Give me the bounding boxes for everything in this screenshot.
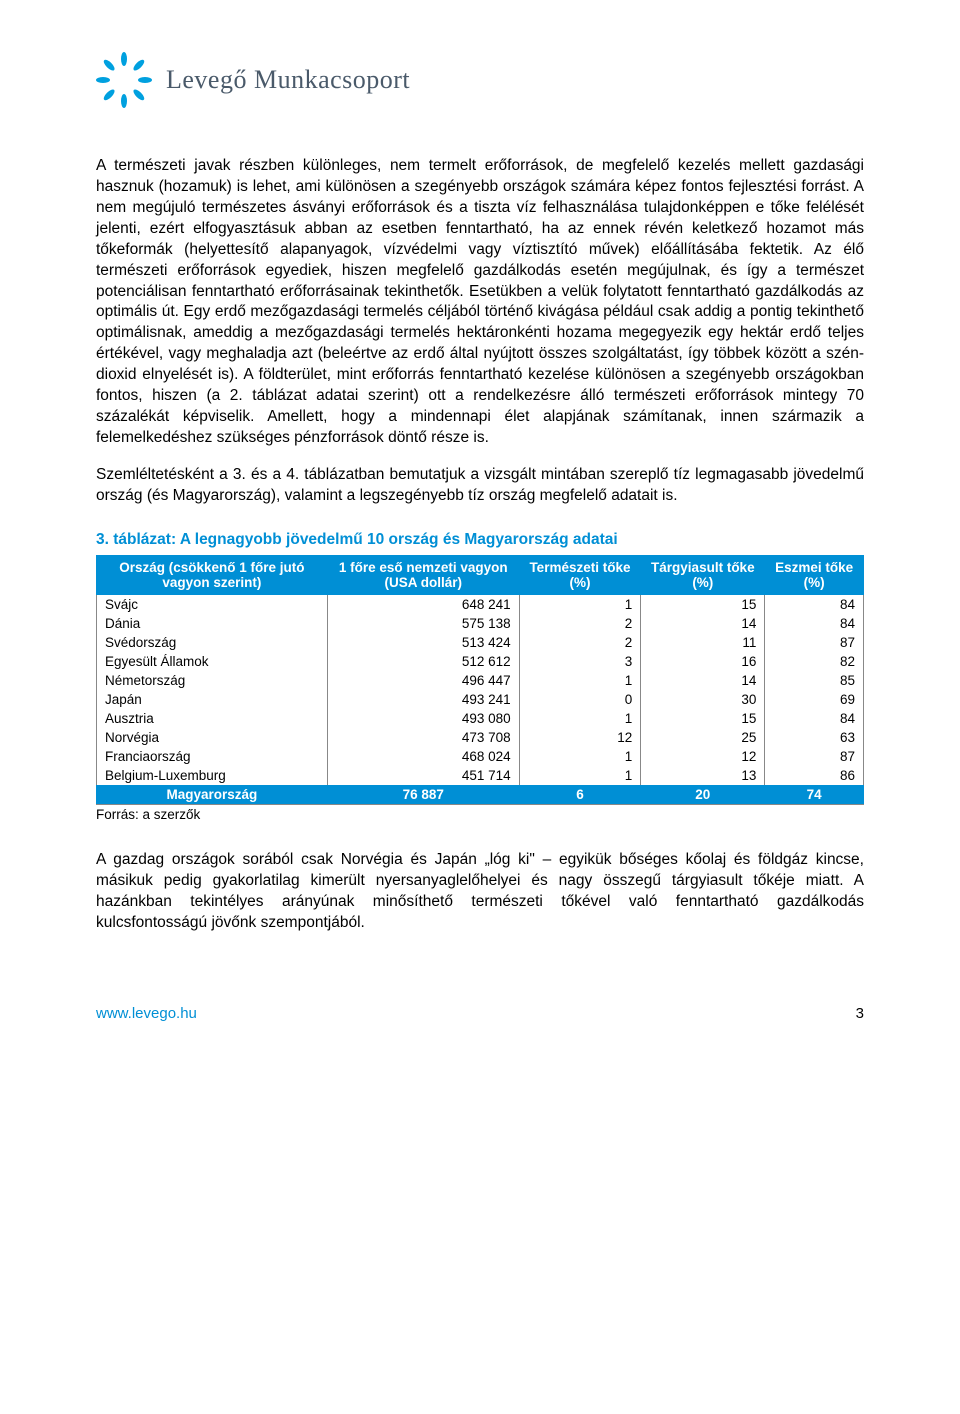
cell-country: Belgium-Luxemburg — [97, 766, 328, 785]
cell-natural: 6 — [519, 785, 641, 805]
table-row: Japán493 24103069 — [97, 690, 864, 709]
logo-icon — [96, 52, 152, 108]
table-row: Norvégia473 708122563 — [97, 728, 864, 747]
table-title: 3. táblázat: A legnagyobb jövedelmű 10 o… — [96, 531, 864, 549]
cell-wealth: 493 241 — [327, 690, 519, 709]
cell-wealth: 496 447 — [327, 671, 519, 690]
cell-intangible: 84 — [765, 614, 864, 633]
cell-produced: 25 — [641, 728, 765, 747]
col-natural: Természeti tőke (%) — [519, 555, 641, 594]
cell-intangible: 85 — [765, 671, 864, 690]
table-row-highlight: Magyarország76 88762074 — [97, 785, 864, 805]
cell-natural: 0 — [519, 690, 641, 709]
cell-country: Egyesült Államok — [97, 652, 328, 671]
cell-intangible: 87 — [765, 633, 864, 652]
cell-produced: 15 — [641, 709, 765, 728]
cell-intangible: 74 — [765, 785, 864, 805]
cell-country: Svájc — [97, 594, 328, 614]
cell-produced: 15 — [641, 594, 765, 614]
paragraph-1: A természeti javak részben különleges, n… — [96, 156, 864, 449]
paragraph-2: Szemléltetésként a 3. és a 4. táblázatba… — [96, 465, 864, 507]
col-intangible: Eszmei tőke (%) — [765, 555, 864, 594]
table-row: Belgium-Luxemburg451 71411386 — [97, 766, 864, 785]
cell-produced: 16 — [641, 652, 765, 671]
cell-wealth: 513 424 — [327, 633, 519, 652]
cell-intangible: 87 — [765, 747, 864, 766]
cell-country: Franciaország — [97, 747, 328, 766]
cell-produced: 14 — [641, 671, 765, 690]
cell-produced: 30 — [641, 690, 765, 709]
cell-wealth: 648 241 — [327, 594, 519, 614]
page-number: 3 — [856, 1005, 864, 1022]
cell-produced: 11 — [641, 633, 765, 652]
cell-natural: 1 — [519, 594, 641, 614]
paragraph-3: A gazdag országok sorából csak Norvégia … — [96, 850, 864, 934]
cell-wealth: 575 138 — [327, 614, 519, 633]
footer-url: www.levego.hu — [96, 1005, 197, 1022]
cell-natural: 12 — [519, 728, 641, 747]
table-row: Franciaország468 02411287 — [97, 747, 864, 766]
cell-wealth: 473 708 — [327, 728, 519, 747]
brand-header: Levegő Munkacsoport — [96, 52, 864, 108]
cell-country: Németország — [97, 671, 328, 690]
cell-natural: 1 — [519, 747, 641, 766]
table-row: Svédország513 42421187 — [97, 633, 864, 652]
col-wealth: 1 főre eső nemzeti vagyon (USA dollár) — [327, 555, 519, 594]
cell-country: Ausztria — [97, 709, 328, 728]
cell-produced: 20 — [641, 785, 765, 805]
cell-produced: 14 — [641, 614, 765, 633]
cell-wealth: 512 612 — [327, 652, 519, 671]
cell-intangible: 82 — [765, 652, 864, 671]
cell-intangible: 84 — [765, 594, 864, 614]
cell-country: Dánia — [97, 614, 328, 633]
cell-country: Japán — [97, 690, 328, 709]
table-header-row: Ország (csökkenő 1 főre jutó vagyon szer… — [97, 555, 864, 594]
table-row: Egyesült Államok512 61231682 — [97, 652, 864, 671]
wealth-table: Ország (csökkenő 1 főre jutó vagyon szer… — [96, 555, 864, 805]
cell-intangible: 84 — [765, 709, 864, 728]
cell-natural: 1 — [519, 709, 641, 728]
cell-intangible: 63 — [765, 728, 864, 747]
table-source: Forrás: a szerzők — [96, 807, 864, 822]
col-country: Ország (csökkenő 1 főre jutó vagyon szer… — [97, 555, 328, 594]
col-produced: Tárgyiasult tőke (%) — [641, 555, 765, 594]
cell-intangible: 69 — [765, 690, 864, 709]
cell-wealth: 468 024 — [327, 747, 519, 766]
page-footer: www.levego.hu 3 — [96, 1005, 864, 1022]
cell-produced: 12 — [641, 747, 765, 766]
cell-natural: 2 — [519, 633, 641, 652]
cell-natural: 3 — [519, 652, 641, 671]
table-row: Dánia575 13821484 — [97, 614, 864, 633]
cell-intangible: 86 — [765, 766, 864, 785]
cell-wealth: 451 714 — [327, 766, 519, 785]
brand-name: Levegő Munkacsoport — [166, 65, 410, 95]
cell-wealth: 76 887 — [327, 785, 519, 805]
cell-wealth: 493 080 — [327, 709, 519, 728]
cell-produced: 13 — [641, 766, 765, 785]
cell-natural: 1 — [519, 766, 641, 785]
table-row: Ausztria493 08011584 — [97, 709, 864, 728]
cell-natural: 2 — [519, 614, 641, 633]
table-row: Svájc648 24111584 — [97, 594, 864, 614]
table-row: Németország496 44711485 — [97, 671, 864, 690]
cell-country: Norvégia — [97, 728, 328, 747]
cell-country: Svédország — [97, 633, 328, 652]
cell-natural: 1 — [519, 671, 641, 690]
cell-country: Magyarország — [97, 785, 328, 805]
